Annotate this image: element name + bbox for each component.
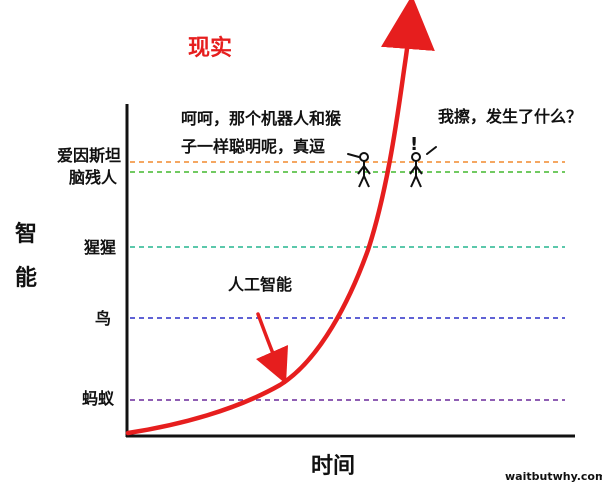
stick-figure-left [357,152,371,188]
level-label-chimp: 猩猩 [83,238,116,257]
x-axis-label: 时间 [311,454,355,479]
ai-curve [125,0,435,436]
y-axis-label-bottom: 能 [15,265,37,291]
left-speech-line-1: 呵呵，那个机器人和猴 [181,109,342,128]
chart-title: 现实 [188,35,232,61]
left-speech-tail [347,153,360,158]
right-speech: 我擦，发生了什么？ [438,107,582,126]
level-label-bird: 鸟 [95,309,111,328]
stick-figure-right [409,152,423,188]
level-label-ant: 蚂蚁 [82,389,115,408]
ai-pointer-arrow [255,312,289,385]
watermark: waitbutwhy.com [505,470,602,483]
level-label-dumb-human: 脑残人 [69,168,118,187]
right-speech-tail [426,146,437,155]
ai-curve-label: 人工智能 [228,275,292,294]
y-axis-label-top: 智 [15,221,37,247]
exclamation-mark: ! [410,134,418,155]
left-speech-line-2: 子一样聪明呢，真逗 [181,137,325,156]
level-label-einstein: 爱因斯坦 [57,146,121,165]
